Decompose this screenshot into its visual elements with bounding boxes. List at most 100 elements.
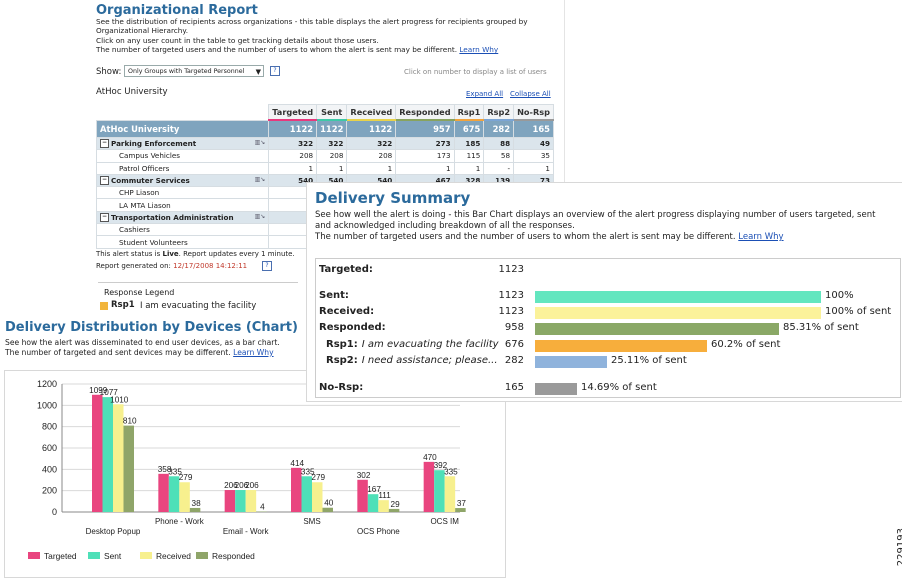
cell-responded[interactable]: 957 (395, 119, 455, 138)
cell-received[interactable]: 322 (346, 136, 397, 151)
cell-rsp2[interactable]: 58 (483, 149, 515, 163)
cell-rsp2[interactable]: 88 (483, 136, 515, 151)
cell-sent[interactable]: 1122 (316, 119, 348, 138)
bar-received (179, 482, 190, 512)
row-label[interactable]: − Transportation Administration ▥↘ (95, 210, 270, 225)
cell-targeted[interactable]: 322 (268, 136, 318, 151)
show-filter-select[interactable]: Only Groups with Targeted Personnel ▼ (124, 65, 264, 77)
bar-value-label: 40 (324, 499, 334, 508)
summary-learn-why-link[interactable]: Learn Why (738, 232, 784, 242)
org-report-title: Organizational Report (96, 3, 258, 18)
cell-no-rsp[interactable]: 49 (513, 136, 554, 151)
col-rsp1[interactable]: Rsp1 (453, 104, 485, 121)
row-label[interactable]: AtHoc University (95, 119, 270, 138)
cell-received[interactable]: 1122 (346, 119, 397, 138)
collapse-toggle-icon[interactable]: − (100, 139, 109, 149)
summary-row: No-Rsp: 165 14.69% of sent (316, 382, 900, 396)
cell-rsp2[interactable]: 282 (483, 119, 515, 138)
help-icon-2[interactable]: ? (262, 261, 272, 271)
figure-number: 229193 (896, 528, 902, 567)
summary-label-text: Targeted: (319, 264, 373, 275)
summary-percent: 60.2% of sent (711, 339, 781, 350)
collapse-toggle-icon[interactable]: − (100, 176, 109, 186)
report-drill-icon[interactable]: ▥↘ (254, 175, 266, 183)
cell-no-rsp[interactable]: 165 (513, 119, 554, 138)
bar-value-label: 206 (224, 481, 238, 490)
cell-received[interactable]: 208 (346, 149, 397, 163)
col-rsp2[interactable]: Rsp2 (483, 104, 515, 121)
summary-value[interactable]: 958 (504, 322, 524, 333)
live-status-suffix: . Report updates every 1 minute. (178, 250, 295, 258)
org-learn-why-link[interactable]: Learn Why (459, 45, 499, 55)
cell-responded[interactable]: 273 (395, 136, 455, 151)
legend-key: Rsp1 (111, 300, 135, 310)
legend-swatch-received (140, 552, 152, 559)
cell-responded[interactable]: 173 (395, 149, 455, 163)
cell-rsp1[interactable]: 1 (453, 161, 485, 175)
summary-row: Rsp2: I need assistance; please... 282 25.1… (316, 355, 900, 369)
col-received[interactable]: Received (346, 104, 397, 121)
cell-rsp1[interactable]: 115 (453, 149, 485, 163)
summary-value[interactable]: 1123 (498, 264, 524, 275)
row-label[interactable]: − Parking Enforcement ▥↘ (95, 136, 270, 151)
bar-value-label: 1099 (89, 386, 108, 395)
cell-rsp1[interactable]: 675 (453, 119, 485, 138)
collapse-all-link[interactable]: Collapse All (510, 90, 551, 98)
row-label: Patrol Officers (95, 161, 270, 175)
legend-title: Response Legend (104, 288, 175, 297)
col-sent[interactable]: Sent (316, 104, 348, 121)
summary-value[interactable]: 1123 (498, 290, 524, 301)
help-icon[interactable]: ? (270, 66, 280, 76)
devices-learn-why-link[interactable]: Learn Why (233, 347, 274, 357)
report-drill-icon[interactable]: ▥↘ (254, 212, 266, 220)
summary-label: Rsp1: I am evacuating the facility (326, 339, 499, 350)
org-report-panel: Organizational Report See the distributi… (90, 0, 565, 320)
summary-value[interactable]: 676 (504, 339, 524, 350)
summary-value[interactable]: 282 (504, 355, 524, 366)
cell-no-rsp[interactable]: 1 (513, 161, 554, 175)
col-no-rsp[interactable]: No-Rsp (513, 104, 554, 121)
table-row: − Parking Enforcement ▥↘ 322 322 322 273 185 88 4… (95, 136, 554, 151)
bar-targeted (357, 479, 368, 512)
legend-swatch (100, 302, 108, 310)
col-responded[interactable]: Responded (395, 104, 455, 121)
bar-value-label: 279 (311, 473, 325, 482)
cell-targeted[interactable]: 2 (268, 210, 318, 225)
response-legend: Response Legend Rsp1 I am evacuating the… (98, 282, 298, 319)
col-targeted[interactable]: Targeted (268, 104, 318, 121)
cell-sent[interactable]: 208 (316, 149, 348, 163)
cell-targeted[interactable]: 208 (268, 149, 318, 163)
cell-received[interactable]: 1 (346, 161, 397, 175)
devices-desc-line1: See how the alert was disseminated to en… (5, 338, 280, 347)
x-category-label: Phone - Work (155, 517, 205, 526)
legend-swatch-sent (88, 552, 100, 559)
expand-all-link[interactable]: Expand All (466, 90, 504, 98)
cell-rsp1[interactable]: 185 (453, 136, 485, 151)
bar-value-label: 358 (158, 465, 172, 474)
collapse-toggle-icon[interactable]: − (100, 213, 109, 223)
legend-label: Received (156, 551, 191, 561)
row-label[interactable]: − Commuter Services ▥↘ (95, 173, 270, 188)
bar-value-label: 37 (457, 499, 467, 508)
table-row: AtHoc University 1122 1122 1122 957 675 282 165 (95, 119, 554, 138)
cell-sent[interactable]: 1 (316, 161, 348, 175)
cell-sent[interactable]: 322 (316, 136, 348, 151)
summary-label: No-Rsp: (319, 382, 363, 393)
summary-percent: 100% (825, 290, 854, 301)
bar-responded (123, 425, 134, 512)
summary-value[interactable]: 1123 (498, 306, 524, 317)
summary-percent: 100% of sent (825, 306, 892, 317)
summary-value[interactable]: 165 (504, 382, 524, 393)
y-tick-label: 200 (42, 486, 57, 496)
cell-responded[interactable]: 1 (395, 161, 455, 175)
cell-no-rsp[interactable]: 35 (513, 149, 554, 163)
summary-label-text: Received: (319, 306, 375, 317)
cell-targeted[interactable]: 1122 (268, 119, 318, 138)
cell-targeted[interactable]: 1 (268, 161, 318, 175)
report-generated: Report generated on: 12/17/2008 14:12:11 (96, 262, 247, 270)
summary-label: Targeted: (319, 264, 373, 275)
y-tick-label: 1200 (37, 379, 57, 389)
report-drill-icon[interactable]: ▥↘ (254, 138, 266, 146)
bar-sent (102, 397, 113, 512)
